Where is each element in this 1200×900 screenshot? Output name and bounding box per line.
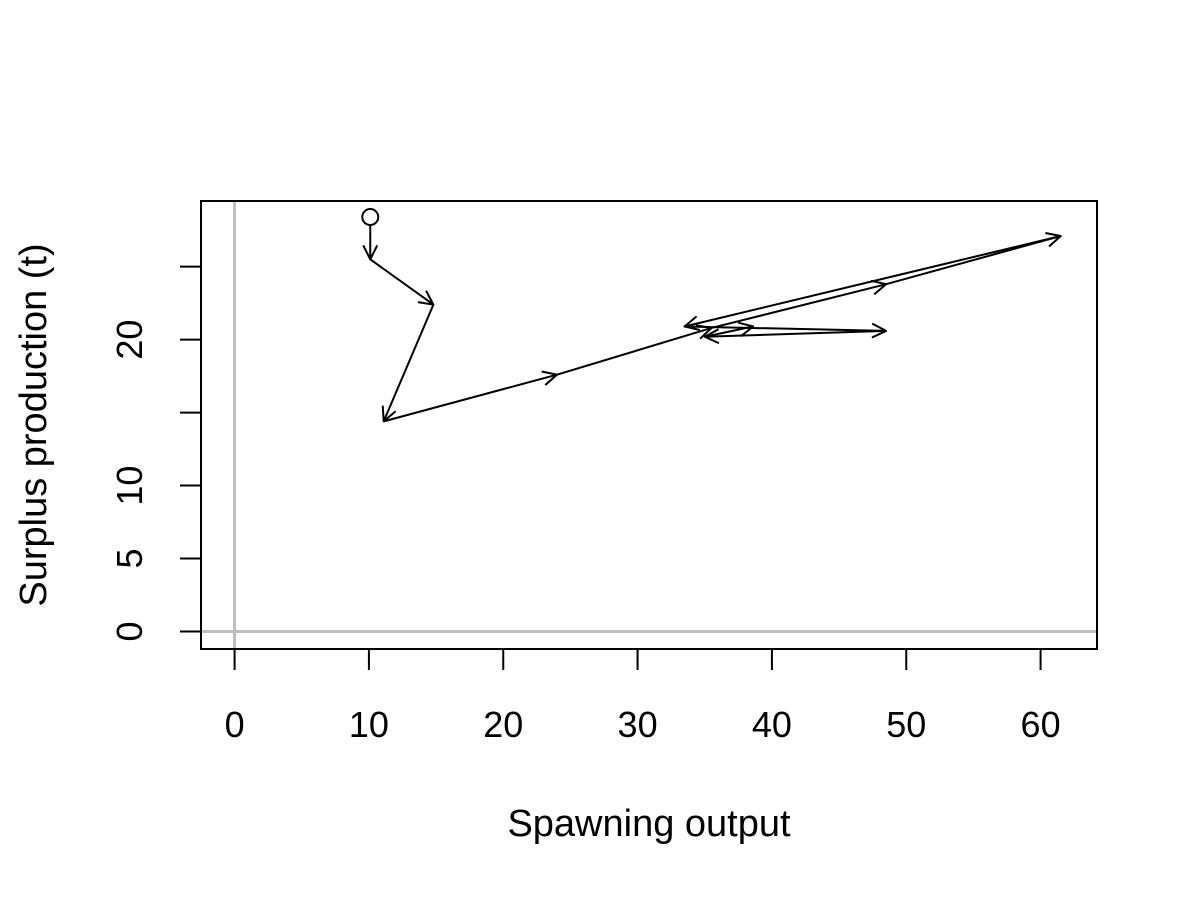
x-tick-label: 40	[752, 704, 792, 745]
series	[361, 208, 1061, 423]
trajectory-arrow	[685, 235, 1061, 326]
x-axis: 0 10 20 30 40 50 60	[225, 648, 1061, 745]
series-layer	[361, 208, 1061, 423]
y-axis-title: Surplus production (t)	[13, 243, 55, 606]
trajectory-arrow	[711, 284, 886, 329]
y-tick-label: 0	[109, 621, 150, 641]
y-tick-label: 20	[109, 320, 150, 360]
x-tick-label: 20	[483, 704, 523, 745]
start-point-marker	[361, 208, 380, 227]
plot-frame	[200, 200, 1098, 650]
trajectory-arrow	[369, 258, 433, 304]
trajectory-arrow	[383, 375, 557, 423]
x-tick-label: 50	[886, 704, 926, 745]
trajectory-arrow	[684, 326, 886, 330]
x-axis-title: Spawning output	[507, 803, 791, 845]
reference-lines	[201, 201, 1097, 649]
trajectory-arrow	[556, 328, 711, 376]
trajectory-arrow	[705, 331, 887, 337]
x-tick-label: 30	[618, 704, 658, 745]
y-tick-label: 5	[109, 549, 150, 569]
trajectory-arrow	[704, 326, 753, 338]
y-axis: 0 5 10 20	[109, 265, 202, 642]
y-tick-label: 10	[109, 466, 150, 506]
trajectory-arrow	[384, 304, 435, 422]
x-tick-label: 0	[225, 704, 245, 745]
x-tick-label: 10	[349, 704, 389, 745]
x-tick-label: 60	[1021, 704, 1061, 745]
